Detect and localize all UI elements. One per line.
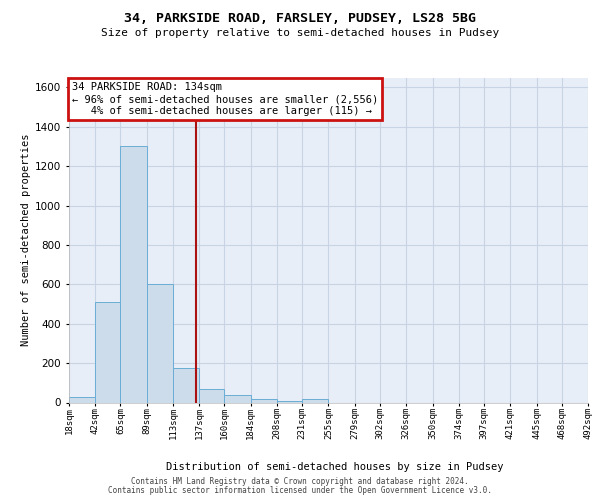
Bar xyxy=(224,395,251,402)
Bar xyxy=(302,399,329,402)
Bar xyxy=(199,388,224,402)
Text: Contains HM Land Registry data © Crown copyright and database right 2024.: Contains HM Land Registry data © Crown c… xyxy=(131,477,469,486)
Bar xyxy=(147,284,173,403)
Bar xyxy=(251,399,277,402)
Text: 34, PARKSIDE ROAD, FARSLEY, PUDSEY, LS28 5BG: 34, PARKSIDE ROAD, FARSLEY, PUDSEY, LS28… xyxy=(124,12,476,26)
Text: 34 PARKSIDE ROAD: 134sqm
← 96% of semi-detached houses are smaller (2,556)
   4%: 34 PARKSIDE ROAD: 134sqm ← 96% of semi-d… xyxy=(72,82,378,116)
Text: Contains public sector information licensed under the Open Government Licence v3: Contains public sector information licen… xyxy=(108,486,492,495)
Y-axis label: Number of semi-detached properties: Number of semi-detached properties xyxy=(21,134,31,346)
Bar xyxy=(95,302,121,402)
Bar xyxy=(69,397,95,402)
Text: Distribution of semi-detached houses by size in Pudsey: Distribution of semi-detached houses by … xyxy=(166,462,503,472)
Bar xyxy=(277,401,302,402)
Bar xyxy=(173,368,199,402)
Text: Size of property relative to semi-detached houses in Pudsey: Size of property relative to semi-detach… xyxy=(101,28,499,38)
Bar xyxy=(121,146,147,402)
